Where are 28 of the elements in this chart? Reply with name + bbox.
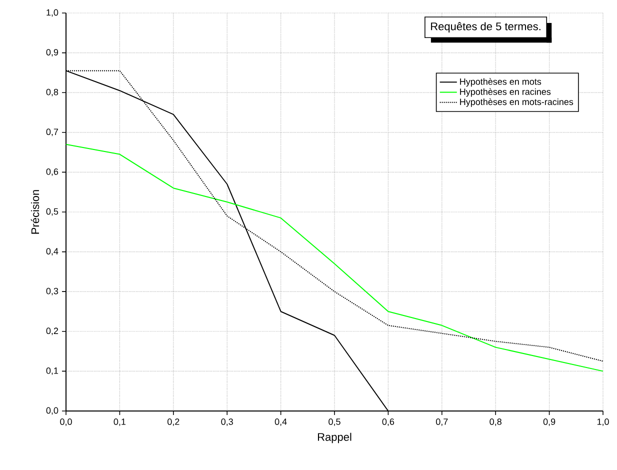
- y-tick-label: 0,7: [46, 128, 58, 136]
- y-tick-label: 0,5: [46, 208, 58, 216]
- y-tick-label: 0,9: [46, 49, 58, 56]
- text: Requêtes de 5 termes.: [431, 22, 540, 32]
- x-tick-label: 0,5: [328, 418, 340, 426]
- x-tick-label: 0,8: [490, 418, 502, 426]
- legend-label: Hypothèses en racines: [460, 88, 551, 97]
- y-tick-label: 0,1: [46, 367, 58, 375]
- y-tick-label: 0,3: [46, 288, 58, 296]
- x-tick-label: 0,0: [60, 418, 72, 426]
- legend-label: Hypothèses en mots: [460, 78, 542, 87]
- x-tick-label: 0,9: [543, 418, 556, 426]
- legend-label: Hypothèses en mots-racines: [460, 98, 574, 107]
- x-tick-label: 0,3: [221, 418, 233, 426]
- y-tick-label: 0,0: [46, 407, 58, 415]
- y-tick-label: 1,0: [46, 9, 58, 17]
- x-tick-label: 0,7: [436, 418, 448, 426]
- y-tick-label: 0,8: [46, 88, 58, 96]
- y-tick-label: 0,2: [46, 328, 58, 336]
- x-tick-label: 0,1: [114, 418, 126, 426]
- x-tick-label: 0,4: [274, 418, 287, 426]
- x-tick-label: 0,6: [382, 418, 394, 426]
- x-tick-label: 1,0: [597, 418, 609, 426]
- y-axis-title: Précision: [30, 190, 40, 234]
- x-axis-title: Rappel: [318, 432, 352, 444]
- y-tick-label: 0,6: [46, 168, 58, 176]
- x-tick-label: 0,2: [167, 418, 180, 426]
- y-tick-label: 0,4: [46, 248, 58, 256]
